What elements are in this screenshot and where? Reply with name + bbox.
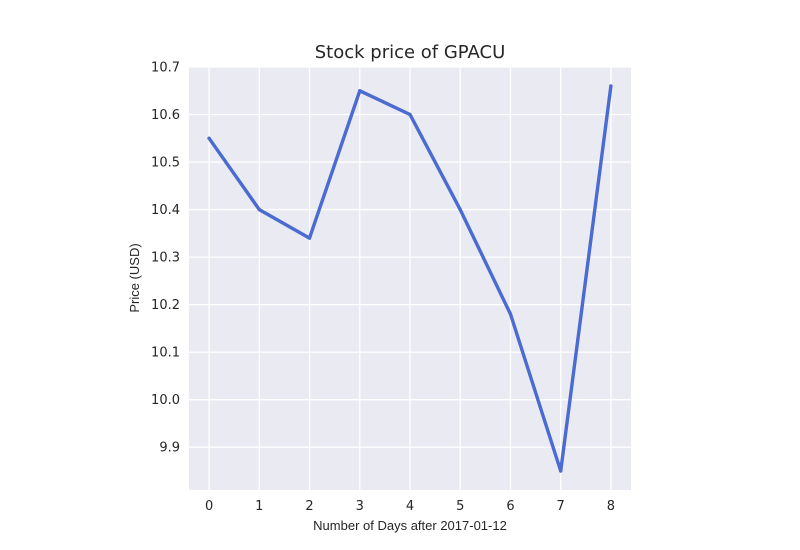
x-tick-label: 2: [305, 499, 313, 514]
data-point: [358, 89, 361, 92]
x-tick-label: 4: [406, 499, 414, 514]
data-point: [559, 469, 562, 472]
x-tick-label: 0: [205, 499, 213, 514]
data-point: [509, 313, 512, 316]
x-tick-label: 5: [456, 499, 464, 514]
x-tick-label: 6: [506, 499, 514, 514]
x-tick-label: 3: [356, 499, 364, 514]
x-tick-label: 7: [557, 499, 565, 514]
data-point: [207, 137, 210, 140]
x-tick-label: 8: [607, 499, 615, 514]
x-axis-label: Number of Days after 2017-01-12: [313, 518, 507, 533]
data-point: [609, 84, 612, 87]
y-tick-label: 10.1: [151, 346, 180, 361]
data-point: [258, 208, 261, 211]
y-tick-label: 10.6: [151, 108, 180, 123]
chart-title: Stock price of GPACU: [315, 42, 506, 63]
data-point: [459, 208, 462, 211]
data-point: [408, 113, 411, 116]
y-tick-label: 10.5: [151, 156, 180, 171]
x-tick-label: 1: [255, 499, 263, 514]
y-tick-label: 9.9: [159, 441, 180, 456]
y-tick-label: 10.3: [151, 251, 180, 266]
data-point: [308, 237, 311, 240]
y-axis-label: Price (USD): [127, 243, 142, 312]
y-tick-label: 10.2: [151, 298, 180, 313]
y-tick-label: 10.4: [151, 203, 180, 218]
x-tick-labels: 0 1 2 3 4 5 6 7 8: [205, 499, 615, 514]
y-tick-label: 10.7: [151, 61, 180, 76]
y-tick-labels: 9.9 10.0 10.1 10.2 10.3 10.4 10.5 10.6 10.7: [151, 61, 180, 456]
y-tick-label: 10.0: [151, 393, 180, 408]
